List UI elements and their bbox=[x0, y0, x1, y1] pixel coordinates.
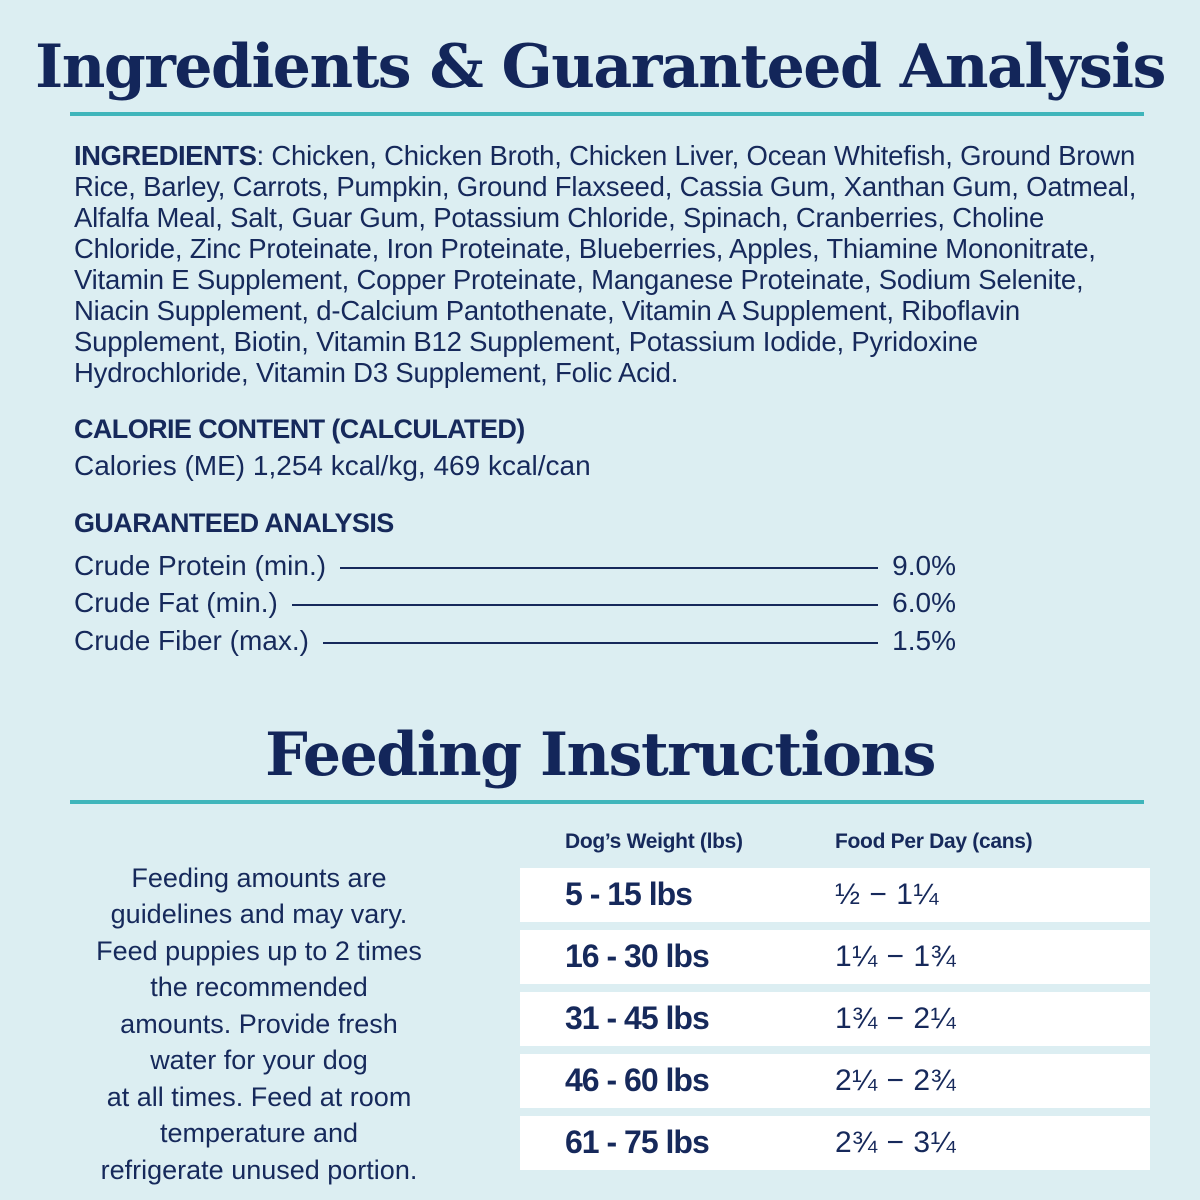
calorie-content-value: Calories (ME) 1,254 kcal/kg, 469 kcal/ca… bbox=[74, 450, 591, 481]
weight-cell: 31 - 45 lbs bbox=[565, 1000, 710, 1036]
calorie-content-heading: CALORIE CONTENT (CALCULATED) bbox=[74, 414, 525, 444]
food-cell: 1¼ − 1¾ bbox=[835, 939, 957, 973]
weight-cell: 16 - 30 lbs bbox=[565, 938, 710, 974]
feeding-note-line: water for your dog bbox=[150, 1045, 368, 1075]
ingredients-list: : Chicken, Chicken Broth, Chicken Liver,… bbox=[74, 140, 1137, 388]
feeding-note-line: the recommended bbox=[150, 972, 368, 1002]
leader-line bbox=[340, 566, 879, 569]
ingredients-label: INGREDIENTS bbox=[74, 140, 257, 171]
analysis-label: Crude Protein (min.) bbox=[74, 549, 327, 581]
food-cell: 1¾ − 2¼ bbox=[835, 1001, 957, 1035]
weight-cell: 46 - 60 lbs bbox=[565, 1062, 710, 1098]
feeding-table: Dog’s Weight (lbs) Food Per Day (cans) 5… bbox=[520, 818, 1150, 1189]
feeding-note-line: guidelines and may vary. bbox=[110, 899, 408, 929]
feeding-note: Feeding amounts are guidelines and may v… bbox=[58, 860, 460, 1189]
leader-line bbox=[291, 604, 879, 607]
analysis-row-protein: Crude Protein (min.) 9.0% bbox=[74, 547, 956, 585]
analysis-label: Crude Fiber (max.) bbox=[74, 624, 309, 656]
table-row: 16 - 30 lbs 1¼ − 1¾ bbox=[520, 929, 1150, 984]
feeding-title-divider bbox=[70, 799, 1144, 804]
feeding-table-header: Dog’s Weight (lbs) Food Per Day (cans) bbox=[520, 818, 1150, 868]
food-cell: 2¾ − 3¼ bbox=[835, 1125, 957, 1159]
feeding-body: Feeding amounts are guidelines and may v… bbox=[0, 818, 1200, 1189]
feeding-note-line: amounts. Provide fresh bbox=[120, 1008, 398, 1039]
analysis-row-fiber: Crude Fiber (max.) 1.5% bbox=[74, 622, 956, 660]
weight-cell: 61 - 75 lbs bbox=[565, 1124, 710, 1160]
table-row: 61 - 75 lbs 2¾ − 3¼ bbox=[520, 1115, 1150, 1170]
feeding-note-line: refrigerate unused portion. bbox=[100, 1154, 418, 1185]
food-cell: ½ − 1¼ bbox=[835, 877, 939, 911]
feeding-section-title: Feeding Instructions bbox=[265, 719, 936, 790]
weight-column-header: Dog’s Weight (lbs) bbox=[565, 829, 743, 853]
table-row: 46 - 60 lbs 2¼ − 2¾ bbox=[520, 1053, 1150, 1108]
table-row: 31 - 45 lbs 1¾ − 2¼ bbox=[520, 991, 1150, 1046]
food-column-header: Food Per Day (cans) bbox=[835, 829, 1033, 853]
ingredients-paragraph: INGREDIENTS: Chicken, Chicken Broth, Chi… bbox=[74, 140, 1144, 388]
title-divider bbox=[70, 112, 1144, 116]
weight-cell: 5 - 15 lbs bbox=[565, 876, 693, 912]
leader-line bbox=[322, 641, 879, 644]
analysis-value: 1.5% bbox=[892, 624, 956, 656]
feeding-note-line: Feeding amounts are bbox=[131, 862, 387, 893]
food-cell: 2¼ − 2¾ bbox=[835, 1063, 957, 1097]
analysis-value: 9.0% bbox=[892, 549, 956, 581]
table-row: 5 - 15 lbs ½ − 1¼ bbox=[520, 867, 1150, 922]
feeding-note-line: at all times. Feed at room bbox=[106, 1081, 412, 1112]
analysis-row-fat: Crude Fat (min.) 6.0% bbox=[74, 585, 956, 623]
analysis-label: Crude Fat (min.) bbox=[74, 587, 278, 619]
feeding-note-line: Feed puppies up to 2 times bbox=[96, 935, 422, 966]
feeding-note-line: temperature and bbox=[159, 1118, 359, 1148]
guaranteed-analysis-table: Crude Protein (min.) 9.0% Crude Fat (min… bbox=[74, 547, 956, 660]
analysis-value: 6.0% bbox=[892, 587, 956, 619]
ingredients-section-title: Ingredients & Guaranteed Analysis bbox=[35, 32, 1166, 102]
guaranteed-analysis-heading: GUARANTEED ANALYSIS bbox=[74, 508, 394, 538]
